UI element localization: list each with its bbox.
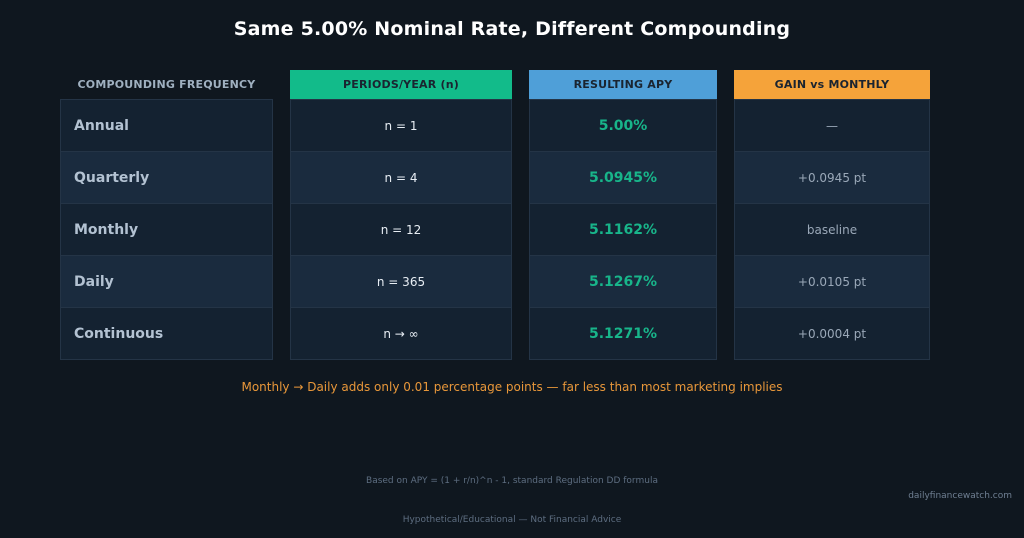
periods-cell: n = 12 xyxy=(290,204,512,256)
apy-header: RESULTING APY xyxy=(529,70,717,99)
gain-value: +0.0105 pt xyxy=(734,256,930,308)
chart-title: Same 5.00% Nominal Rate, Different Compo… xyxy=(233,18,791,40)
frequency-cell: Daily xyxy=(60,256,273,308)
disclaimer: Hypothetical/Educational — Not Financial… xyxy=(402,515,622,525)
gain-cells: — +0.0945 pt baseline +0.0105 pt +0.0004 pt xyxy=(734,99,930,360)
formula-footnote: Based on APY = (1 + r/n)^n - 1, standard… xyxy=(366,476,658,486)
periods-cell: n = 4 xyxy=(290,152,512,204)
periods-cell: n → ∞ xyxy=(290,308,512,360)
frequency-cell: Quarterly xyxy=(60,152,273,204)
apy-cells: 5.00% 5.0945% 5.1162% 5.1267% 5.1271% xyxy=(529,99,717,360)
apy-value: 5.1271% xyxy=(529,308,717,360)
gain-value: baseline xyxy=(734,204,930,256)
apy-value: 5.1267% xyxy=(529,256,717,308)
gain-column: GAIN vs MONTHLY — +0.0945 pt baseline +0.01… xyxy=(734,70,930,360)
apy-value: 5.00% xyxy=(529,100,717,152)
frequency-cell: Annual xyxy=(60,100,273,152)
frequency-cell: Monthly xyxy=(60,204,273,256)
periods-cell: n = 365 xyxy=(290,256,512,308)
frequency-cells: Annual Quarterly Monthly Daily Continuous xyxy=(60,99,273,360)
periods-header: PERIODS/YEAR (n) xyxy=(290,70,512,99)
gain-value: — xyxy=(734,100,930,152)
gain-value: +0.0945 pt xyxy=(734,152,930,204)
gain-value: +0.0004 pt xyxy=(734,308,930,360)
frequency-header: COMPOUNDING FREQUENCY xyxy=(77,78,256,91)
apy-value: 5.0945% xyxy=(529,152,717,204)
gain-header: GAIN vs MONTHLY xyxy=(734,70,930,99)
frequency-column: COMPOUNDING FREQUENCY Annual Quarterly Mon… xyxy=(60,70,273,360)
apy-column: RESULTING APY 5.00% 5.0945% 5.1162% 5.1267%… xyxy=(529,70,717,360)
frequency-cell: Continuous xyxy=(60,308,273,360)
apy-value: 5.1162% xyxy=(529,204,717,256)
insight-note: Monthly → Daily adds only 0.01 percentag… xyxy=(241,380,783,394)
periods-cell: n = 1 xyxy=(290,100,512,152)
source-credit: dailyfinancewatch.com xyxy=(908,491,1012,501)
